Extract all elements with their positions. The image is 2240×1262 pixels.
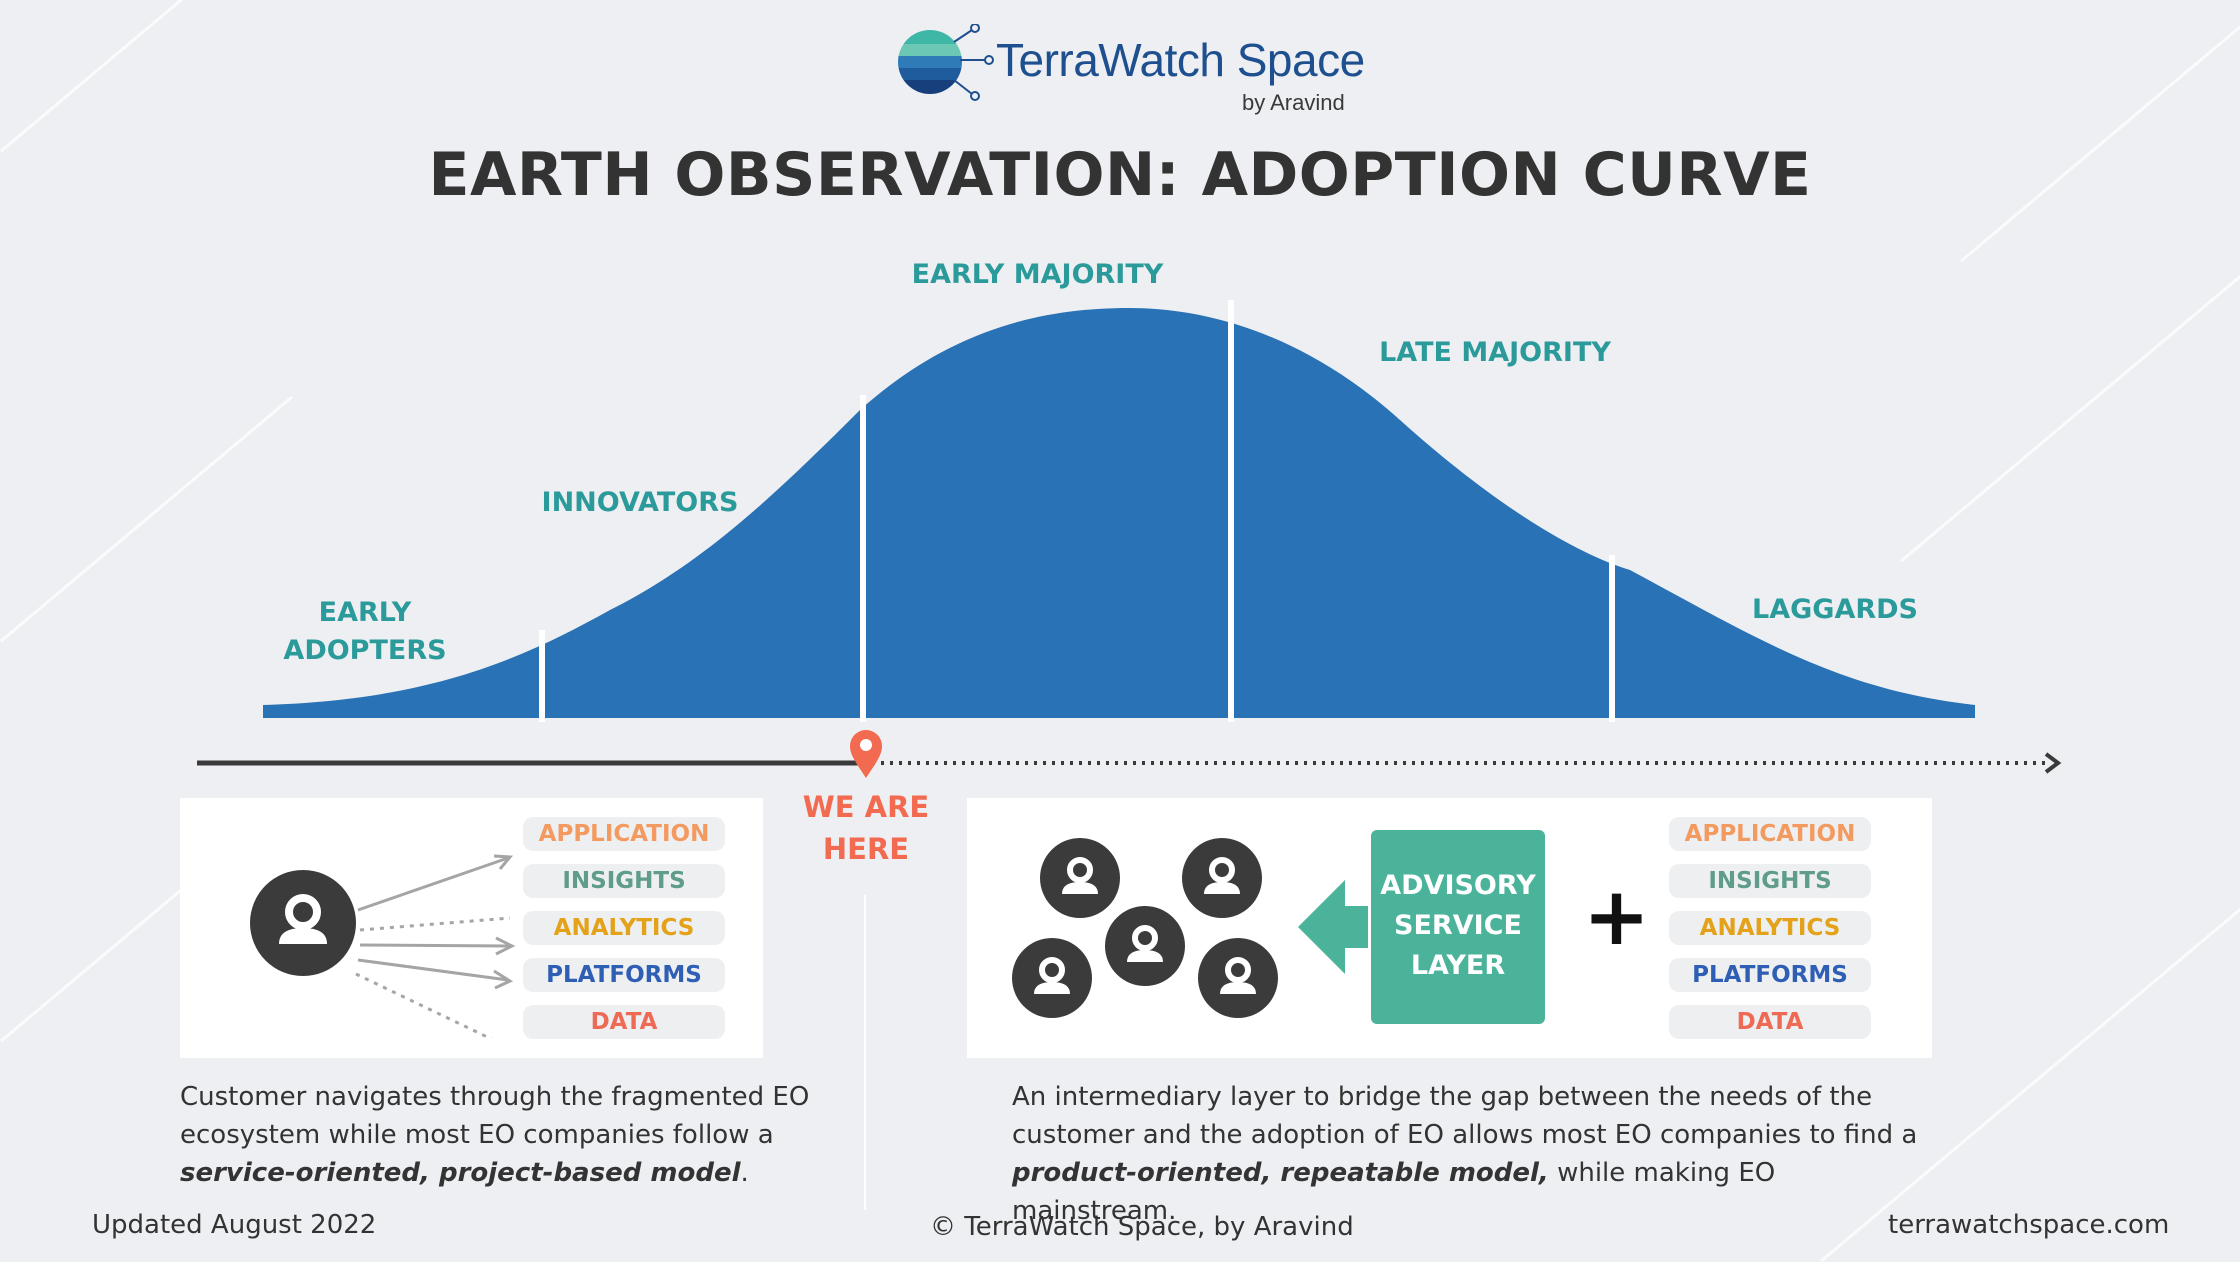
segment-label-line: EARLY: [318, 597, 412, 628]
brand-logo: TerraWatch Space by Aravind: [896, 24, 1365, 124]
right-desc-tail: while making EO mainstream.: [1012, 1158, 1776, 1226]
right-description: An intermediary layer to bridge the gap …: [1012, 1078, 1942, 1230]
segment-label-line: ADOPTERS: [283, 635, 447, 666]
stack-application: APPLICATION: [1669, 817, 1871, 851]
path-arrows: [355, 854, 516, 1038]
curve-area: [263, 308, 1975, 718]
updated-date: Updated August 2022: [92, 1210, 377, 1240]
brand-byline: by Aravind: [1242, 90, 1345, 115]
segment-label-early-majority: EARLY MAJORITY: [911, 259, 1164, 290]
advisory-line3: LAYER: [1410, 950, 1506, 981]
stack-analytics: ANALYTICS: [523, 911, 725, 945]
left-desc-line2: ecosystem while most EO companies follow…: [180, 1120, 774, 1150]
stack-platforms: PLATFORMS: [523, 958, 725, 992]
plus-icon: +: [1583, 870, 1651, 963]
location-pin-icon: [850, 730, 882, 778]
divider-line: [864, 895, 866, 1210]
site-link[interactable]: terrawatchspace.com: [1888, 1210, 2170, 1240]
right-desc-line1: An intermediary layer to bridge the gap …: [1012, 1082, 1873, 1112]
advisory-line2: SERVICE: [1394, 910, 1522, 941]
copyright: © TerraWatch Space, by Aravind: [930, 1212, 1354, 1242]
segment-label-laggards: LAGGARDS: [1752, 594, 1918, 625]
stack-application: APPLICATION: [523, 817, 725, 851]
left-desc-emphasis: service-oriented, project-based model: [180, 1158, 741, 1188]
stack-insights: INSIGHTS: [523, 864, 725, 898]
stack-analytics: ANALYTICS: [1669, 911, 1871, 945]
segment-label-early-adopters: EARLY ADOPTERS: [270, 594, 460, 670]
adoption-curve: [263, 300, 1975, 722]
brand-name: TerraWatch Space: [996, 34, 1365, 86]
segment-label-late-majority: LATE MAJORITY: [1379, 337, 1611, 368]
user-icon: [1040, 838, 1120, 918]
right-desc-emphasis: product-oriented, repeatable model,: [1012, 1158, 1549, 1188]
we-are-here-label: WE ARE HERE: [780, 786, 952, 870]
page-title: EARTH OBSERVATION: ADOPTION CURVE: [428, 140, 1812, 210]
user-icon: [1012, 938, 1092, 1018]
user-icon: [1198, 938, 1278, 1018]
user-icon: [1182, 838, 1262, 918]
stack-insights: INSIGHTS: [1669, 864, 1871, 898]
we-are-here-line2: HERE: [822, 832, 910, 866]
globe-icon: [898, 24, 994, 101]
left-desc-line1: Customer navigates through the fragmente…: [180, 1082, 810, 1112]
user-icon: [250, 870, 356, 976]
arrow-left-icon: [1298, 880, 1368, 974]
right-desc-line2: customer and the adoption of EO allows m…: [1012, 1120, 1918, 1150]
user-icon: [1105, 906, 1185, 986]
segment-label-innovators: INNOVATORS: [541, 487, 739, 518]
left-description: Customer navigates through the fragmente…: [180, 1078, 820, 1192]
stack-platforms: PLATFORMS: [1669, 958, 1871, 992]
timeline-axis: [197, 730, 2062, 778]
we-are-here-line1: WE ARE: [802, 790, 930, 824]
left-desc-tail: .: [740, 1158, 749, 1188]
stack-data: DATA: [1669, 1005, 1871, 1039]
arrow-head-icon: [2044, 752, 2062, 774]
stack-data: DATA: [523, 1005, 725, 1039]
advisory-service-layer: ADVISORY SERVICE LAYER: [1371, 830, 1545, 1024]
current-state-panel: APPLICATION INSIGHTS ANALYTICS PLATFORMS…: [180, 798, 763, 1058]
future-state-panel: ADVISORY SERVICE LAYER + APPLICATION INS…: [967, 798, 1932, 1058]
background-streak: [0, 885, 186, 1043]
advisory-line1: ADVISORY: [1380, 870, 1536, 901]
